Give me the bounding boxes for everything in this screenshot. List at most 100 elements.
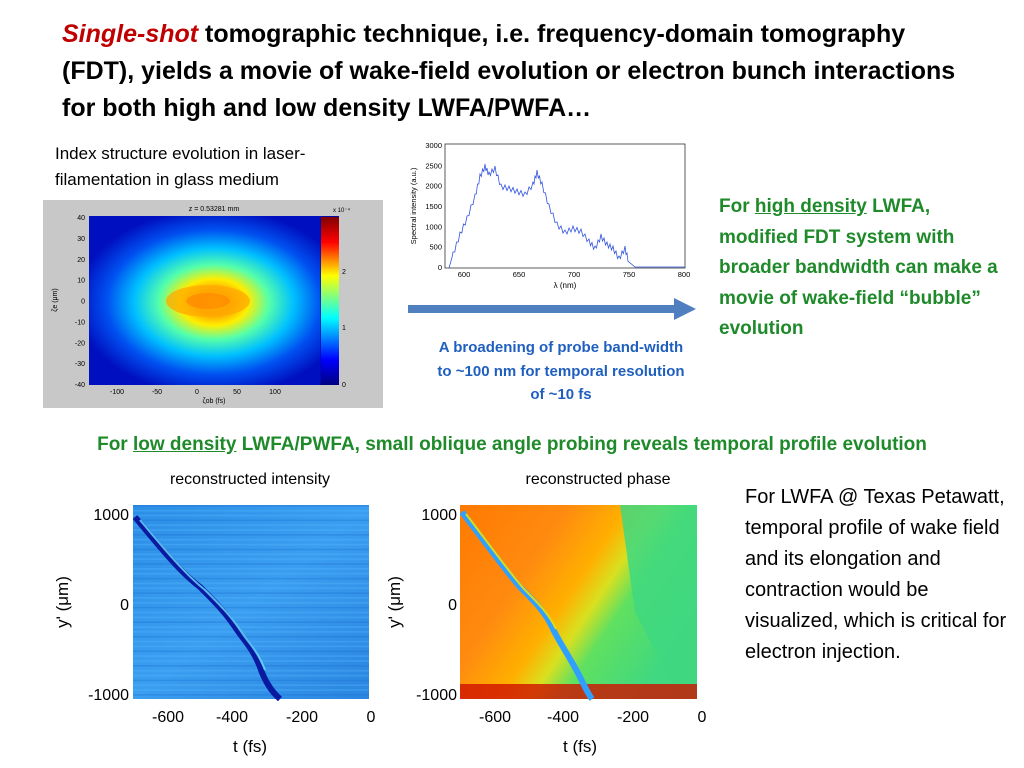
spectrum-xtick: 700: [568, 270, 581, 279]
intensity-stripe: [133, 640, 369, 643]
intensity-xtick: 0: [367, 709, 376, 726]
slide-title: Single-shot tomographic technique, i.e. …: [62, 16, 982, 127]
intensity-xtick: -600: [152, 709, 184, 726]
broadening-arrow: [408, 298, 696, 320]
spectrum-xlabel: λ (nm): [554, 281, 577, 290]
intensity-stripe: [133, 553, 369, 556]
intensity-stripe: [133, 660, 369, 662]
heatmap-ytick: 20: [77, 257, 85, 264]
intensity-stripe: [133, 577, 369, 580]
intensity-stripe: [133, 689, 369, 691]
intensity-stripe: [133, 684, 369, 686]
heatmap-yticks: 40 30 20 10 0 -10 -20 -30 -40: [75, 215, 85, 389]
texas-petawatt-text: For LWFA @ Texas Petawatt, temporal prof…: [745, 486, 1007, 663]
intensity-xtick: -200: [286, 709, 318, 726]
phase-xtick: 0: [698, 709, 707, 726]
phase-xtick: -600: [479, 709, 511, 726]
intensity-stripe: [133, 572, 369, 575]
phase-title: reconstructed phase: [526, 471, 671, 488]
phase-ytick: 0: [448, 597, 457, 614]
heatmap-xtick: 100: [269, 389, 281, 396]
intensity-stripe: [133, 524, 369, 526]
intensity-stripe: [133, 592, 369, 594]
intensity-stripe: [133, 514, 369, 517]
intensity-stripe: [133, 602, 369, 604]
intensity-ytick: 0: [120, 597, 129, 614]
spectrum-xtick: 750: [623, 270, 636, 279]
phase-xlabel: t (fs): [563, 737, 597, 756]
heatmap-xtick: 50: [233, 389, 241, 396]
intensity-trace: [132, 515, 283, 702]
low-density-text: For low density LWFA/PWFA, small oblique…: [0, 432, 1024, 458]
intensity-xticks: -600 -400 -200 0: [152, 709, 376, 726]
spectrum-line: [448, 163, 685, 269]
heatmap-ytick: -40: [75, 382, 85, 389]
spectrum-axes: [444, 143, 686, 269]
intensity-ylabel: y' (μm): [53, 576, 72, 628]
phase-trace-edge: [465, 513, 557, 630]
intensity-ytick: 1000: [93, 507, 129, 524]
heatmap-xtick: -50: [152, 389, 162, 396]
intensity-stripe: [133, 616, 369, 619]
colorbar-tick: 1: [342, 325, 346, 332]
intensity-stripe: [133, 674, 369, 677]
intensity-stripe: [133, 505, 369, 507]
intensity-stripe: [133, 582, 369, 585]
intensity-title: reconstructed intensity: [170, 471, 330, 488]
heatmap-ytick: 10: [77, 278, 85, 285]
intensity-stripe: [133, 635, 369, 638]
spectrum-ytick: 3000: [425, 141, 442, 150]
spectrum-ytick: 500: [429, 243, 442, 252]
heatmap-ytick: 0: [81, 299, 85, 306]
heatmap-title: z = 0.53281 mm: [189, 206, 240, 213]
arrow-head: [674, 298, 696, 320]
intensity-stripe: [133, 611, 369, 614]
index-caption: Index structure evolution in laser-filam…: [55, 144, 306, 189]
low-density-link: low density: [132, 434, 237, 455]
spectrum-ytick: 2000: [425, 182, 442, 191]
heatmap-xtick: 0: [195, 389, 199, 396]
phase-green-region: [620, 505, 697, 699]
intensity-stripe: [133, 631, 369, 633]
colorbar-ticks: 2 1 0: [342, 269, 346, 389]
heatmap-ytick: -30: [75, 361, 85, 368]
phase-bottom-band: [460, 684, 697, 699]
intensity-stripes: [133, 505, 369, 696]
phase-ylabel: y' (μm): [385, 576, 404, 628]
intensity-yticks: 1000 0 -1000: [88, 507, 129, 704]
spectrum-ytick: 1000: [425, 222, 442, 231]
heatmap-core: [186, 293, 230, 309]
intensity-stripe: [133, 548, 369, 551]
spectrum-yticks: 3000 2500 2000 1500 1000 500 0: [425, 141, 442, 272]
spectrum-ytick: 1500: [425, 202, 442, 211]
intensity-stripe: [133, 606, 369, 609]
colorbar: [321, 217, 339, 385]
heatmap-xtick: -100: [110, 389, 124, 396]
spectrum-plot: 3000 2500 2000 1500 1000 500 0 600 650 700 750 800…: [409, 141, 691, 290]
low-density-pre: For: [97, 434, 133, 455]
heatmap-xlabel: ζob (fs): [203, 398, 226, 405]
heatmap-ytick: 40: [77, 215, 85, 222]
intensity-stripe: [133, 621, 369, 623]
low-density-post: LWFA/PWFA, small oblique angle probing r…: [236, 434, 927, 455]
phase-ytick: -1000: [416, 687, 457, 704]
intensity-stripe: [133, 679, 369, 682]
high-density-link: high density: [754, 196, 867, 217]
intensity-stripe: [133, 597, 369, 599]
intensity-stripe: [133, 665, 369, 667]
phase-xtick: -200: [617, 709, 649, 726]
intensity-xtick: -400: [216, 709, 248, 726]
heatmap-ylabel: ζe (μm): [52, 288, 59, 311]
spectrum-ytick: 0: [438, 263, 442, 272]
colorbar-exponent: x 10⁻⁴: [333, 207, 351, 214]
spectrum-xtick: 600: [458, 270, 471, 279]
high-density-pre: For: [719, 196, 755, 217]
colorbar-tick: 0: [342, 382, 346, 389]
spectrum-xtick: 800: [678, 270, 691, 279]
intensity-stripe: [133, 509, 369, 512]
title-emphasis: Single-shot: [62, 20, 199, 48]
intensity-stripe: [133, 534, 369, 536]
